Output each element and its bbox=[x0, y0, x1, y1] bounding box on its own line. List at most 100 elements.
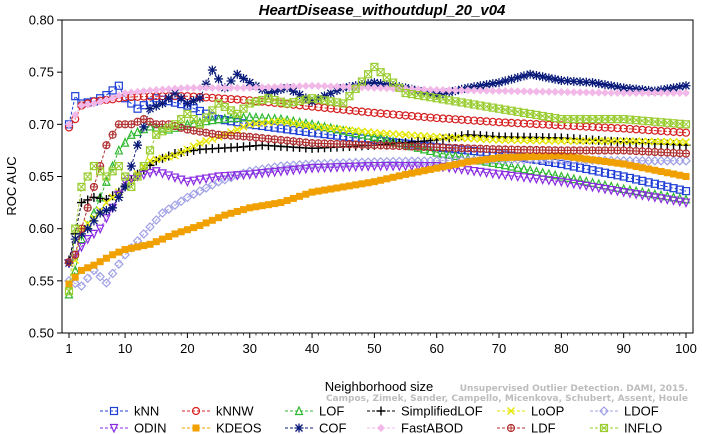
data-point bbox=[625, 89, 634, 98]
data-point bbox=[582, 137, 591, 146]
data-point bbox=[669, 83, 679, 93]
data-point bbox=[681, 198, 691, 209]
data-point bbox=[520, 153, 528, 161]
data-point bbox=[544, 176, 554, 186]
y-tick-label: 0.75 bbox=[29, 65, 54, 80]
data-point bbox=[108, 130, 117, 139]
data-point bbox=[320, 163, 329, 174]
data-point bbox=[551, 158, 560, 168]
data-point bbox=[613, 137, 622, 146]
data-point bbox=[182, 192, 193, 203]
data-point bbox=[332, 131, 342, 140]
data-point bbox=[613, 159, 621, 167]
data-point bbox=[332, 163, 342, 173]
legend-label: ODIN bbox=[134, 421, 167, 434]
data-point bbox=[314, 129, 323, 138]
data-point bbox=[457, 134, 466, 143]
data-point bbox=[463, 166, 473, 176]
data-point bbox=[114, 161, 123, 171]
data-point bbox=[108, 193, 117, 202]
data-point bbox=[114, 192, 124, 202]
data-point bbox=[681, 149, 691, 158]
data-point bbox=[495, 135, 504, 144]
data-point bbox=[420, 112, 429, 122]
data-point bbox=[594, 88, 603, 97]
data-point bbox=[414, 168, 422, 176]
data-point bbox=[482, 80, 492, 90]
data-point bbox=[77, 101, 86, 110]
data-point bbox=[476, 116, 485, 126]
data-point bbox=[102, 254, 110, 262]
data-point bbox=[171, 230, 179, 238]
data-point bbox=[207, 173, 217, 183]
data-point bbox=[188, 189, 199, 200]
data-point bbox=[588, 166, 597, 175]
data-point bbox=[101, 176, 111, 186]
data-point bbox=[438, 86, 447, 95]
data-point bbox=[289, 194, 297, 202]
legend-marker bbox=[506, 423, 516, 433]
data-point bbox=[420, 167, 428, 175]
data-point bbox=[370, 178, 378, 186]
legend-item-inflo: INFLO bbox=[590, 421, 662, 434]
data-point bbox=[202, 83, 211, 92]
data-point bbox=[376, 79, 386, 89]
data-point bbox=[607, 88, 616, 97]
data-point bbox=[650, 137, 659, 146]
data-point bbox=[264, 83, 273, 92]
data-point bbox=[95, 224, 105, 235]
data-point bbox=[139, 122, 149, 132]
x-tick-label: 70 bbox=[492, 341, 506, 356]
data-point bbox=[401, 161, 410, 172]
data-point bbox=[364, 70, 373, 79]
data-point bbox=[632, 89, 641, 98]
data-point bbox=[450, 150, 460, 161]
data-point bbox=[619, 172, 628, 181]
data-point bbox=[644, 137, 653, 146]
data-point bbox=[414, 131, 423, 140]
data-point bbox=[177, 148, 186, 157]
data-point bbox=[395, 110, 404, 120]
data-point bbox=[364, 108, 373, 117]
data-point bbox=[83, 224, 93, 234]
data-point bbox=[458, 159, 466, 167]
data-point bbox=[650, 126, 659, 135]
data-point bbox=[158, 154, 167, 163]
data-point bbox=[525, 173, 535, 184]
data-point bbox=[668, 156, 679, 166]
data-point bbox=[606, 81, 616, 91]
data-point bbox=[202, 93, 211, 102]
data-point bbox=[670, 170, 678, 178]
data-point bbox=[519, 173, 529, 183]
data-point bbox=[407, 161, 417, 172]
data-point bbox=[470, 116, 479, 125]
data-point bbox=[594, 79, 604, 89]
data-point bbox=[351, 84, 360, 93]
data-point bbox=[451, 133, 460, 142]
data-point bbox=[475, 81, 485, 91]
data-point bbox=[251, 112, 261, 122]
data-point bbox=[557, 87, 566, 96]
data-point bbox=[402, 170, 410, 178]
legend-marker bbox=[191, 406, 201, 416]
legend-label: INFLO bbox=[624, 421, 662, 434]
data-point bbox=[644, 178, 653, 187]
data-point bbox=[476, 135, 485, 144]
data-point bbox=[71, 273, 79, 281]
data-point bbox=[320, 82, 329, 91]
data-point bbox=[432, 132, 441, 141]
data-point bbox=[588, 78, 598, 88]
data-point bbox=[582, 155, 590, 163]
data-point bbox=[145, 168, 155, 179]
data-point bbox=[620, 160, 628, 168]
data-point bbox=[164, 93, 174, 103]
data-point bbox=[595, 157, 603, 165]
data-point bbox=[419, 143, 429, 154]
data-point bbox=[594, 178, 604, 189]
data-point bbox=[550, 176, 560, 187]
data-point bbox=[270, 82, 279, 91]
data-point bbox=[413, 112, 423, 121]
y-tick-label: 0.50 bbox=[29, 326, 54, 341]
legend-marker bbox=[294, 405, 304, 416]
data-point bbox=[296, 192, 304, 200]
